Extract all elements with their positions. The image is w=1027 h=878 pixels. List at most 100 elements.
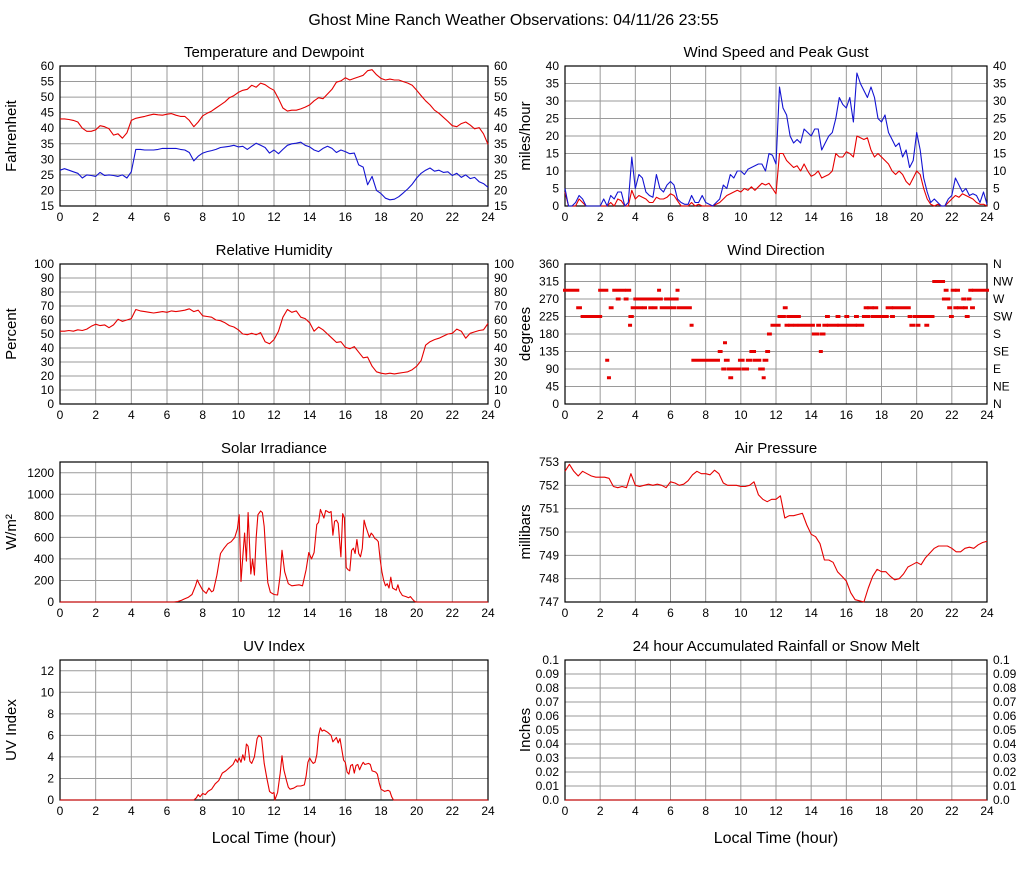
svg-text:0.01: 0.01 — [536, 779, 560, 793]
svg-text:0: 0 — [552, 397, 559, 411]
svg-text:15: 15 — [494, 199, 508, 213]
svg-text:Fahrenheit: Fahrenheit — [3, 99, 20, 172]
svg-text:100: 100 — [494, 257, 514, 271]
svg-text:750: 750 — [539, 525, 559, 539]
page-title: Ghost Mine Ranch Weather Observations: 0… — [308, 12, 719, 29]
svg-text:6: 6 — [164, 606, 171, 620]
svg-text:14: 14 — [804, 804, 818, 818]
svg-text:4: 4 — [632, 210, 639, 224]
svg-text:20: 20 — [910, 210, 924, 224]
svg-text:0.09: 0.09 — [536, 667, 560, 681]
svg-text:18: 18 — [374, 210, 388, 224]
solar-irradiance-canvas: 0 2 4 6 8 10 12 14 16 18 20 22 240200400600800100012… — [3, 461, 495, 620]
svg-text:600: 600 — [34, 530, 54, 544]
svg-text:4: 4 — [47, 750, 54, 764]
svg-text:18: 18 — [875, 408, 889, 422]
chart-uv-index: UV Index 0 2 4 6 8 10 12 14 16 18 20 22 24 0 2 4 6 8 10 12 U… — [0, 632, 514, 866]
svg-text:25: 25 — [494, 168, 508, 182]
svg-text:10: 10 — [734, 804, 748, 818]
svg-text:24: 24 — [481, 408, 495, 422]
svg-text:18: 18 — [374, 606, 388, 620]
svg-text:12: 12 — [769, 606, 783, 620]
svg-text:12: 12 — [41, 664, 55, 678]
svg-text:4: 4 — [128, 606, 135, 620]
svg-text:14: 14 — [804, 210, 818, 224]
svg-text:8: 8 — [702, 210, 709, 224]
svg-text:270: 270 — [539, 292, 559, 306]
svg-text:Percent: Percent — [3, 307, 20, 360]
chart-title-relative-humidity: Relative Humidity — [215, 242, 333, 259]
svg-text:4: 4 — [128, 210, 135, 224]
chart-rainfall: 24 hour Accumulated Rainfall or Snow Mel… — [514, 632, 1027, 866]
svg-text:30: 30 — [41, 355, 55, 369]
svg-text:1200: 1200 — [27, 466, 54, 480]
svg-text:14: 14 — [303, 606, 317, 620]
chart-title-air-pressure: Air Pressure — [734, 440, 818, 457]
svg-text:0.05: 0.05 — [536, 723, 560, 737]
svg-text:10: 10 — [232, 210, 246, 224]
svg-text:35: 35 — [494, 137, 508, 151]
svg-text:35: 35 — [41, 137, 55, 151]
svg-text:70: 70 — [494, 299, 508, 313]
svg-text:6: 6 — [47, 728, 54, 742]
svg-text:12: 12 — [769, 408, 783, 422]
svg-text:Local Time (hour): Local Time (hour) — [714, 830, 839, 847]
svg-text:22: 22 — [446, 210, 460, 224]
svg-text:16: 16 — [339, 606, 353, 620]
svg-text:10: 10 — [734, 606, 748, 620]
chart-wind-speed-gust: Wind Speed and Peak Gust 0 2 4 6 8 10 12 14 16 18… — [514, 38, 1027, 236]
svg-text:45: 45 — [494, 106, 508, 120]
svg-text:20: 20 — [410, 606, 424, 620]
svg-text:0.04: 0.04 — [536, 737, 560, 751]
svg-text:20: 20 — [410, 804, 424, 818]
svg-text:0: 0 — [552, 199, 559, 213]
svg-text:80: 80 — [494, 285, 508, 299]
svg-text:12: 12 — [267, 408, 281, 422]
svg-text:0.06: 0.06 — [536, 709, 560, 723]
chart-title-solar-irradiance: Solar Irradiance — [221, 440, 327, 457]
svg-text:0.02: 0.02 — [993, 765, 1017, 779]
svg-text:SW: SW — [993, 310, 1013, 324]
svg-text:N: N — [993, 397, 1002, 411]
svg-text:24: 24 — [980, 210, 994, 224]
svg-text:45: 45 — [546, 380, 560, 394]
svg-text:24: 24 — [481, 606, 495, 620]
svg-text:16: 16 — [840, 606, 854, 620]
svg-text:22: 22 — [446, 804, 460, 818]
svg-text:40: 40 — [993, 59, 1007, 73]
svg-text:12: 12 — [769, 804, 783, 818]
svg-text:0: 0 — [494, 397, 501, 411]
svg-text:70: 70 — [41, 299, 55, 313]
svg-text:14: 14 — [804, 606, 818, 620]
svg-text:60: 60 — [494, 59, 508, 73]
svg-text:8: 8 — [47, 707, 54, 721]
svg-text:0: 0 — [562, 606, 569, 620]
svg-text:degrees: degrees — [517, 307, 534, 361]
svg-text:751: 751 — [539, 502, 559, 516]
svg-text:752: 752 — [539, 478, 559, 492]
rainfall-canvas: 0 2 4 6 8 10 12 14 16 18 20 22 240.0 0.00.01 0.010.02 0… — [517, 653, 1017, 847]
svg-text:0: 0 — [57, 210, 64, 224]
svg-text:NW: NW — [993, 275, 1014, 289]
svg-text:4: 4 — [632, 804, 639, 818]
svg-text:40: 40 — [494, 121, 508, 135]
svg-text:6: 6 — [667, 408, 674, 422]
svg-text:90: 90 — [494, 271, 508, 285]
svg-text:E: E — [993, 362, 1001, 376]
svg-text:50: 50 — [494, 90, 508, 104]
svg-text:14: 14 — [303, 408, 317, 422]
svg-text:25: 25 — [41, 168, 55, 182]
svg-text:0.09: 0.09 — [993, 667, 1017, 681]
svg-text:12: 12 — [267, 210, 281, 224]
svg-text:12: 12 — [267, 804, 281, 818]
svg-text:SE: SE — [993, 345, 1009, 359]
svg-text:10: 10 — [232, 804, 246, 818]
svg-text:50: 50 — [494, 327, 508, 341]
svg-text:0: 0 — [47, 397, 54, 411]
svg-text:22: 22 — [945, 606, 959, 620]
svg-text:35: 35 — [993, 77, 1007, 91]
svg-text:6: 6 — [667, 804, 674, 818]
